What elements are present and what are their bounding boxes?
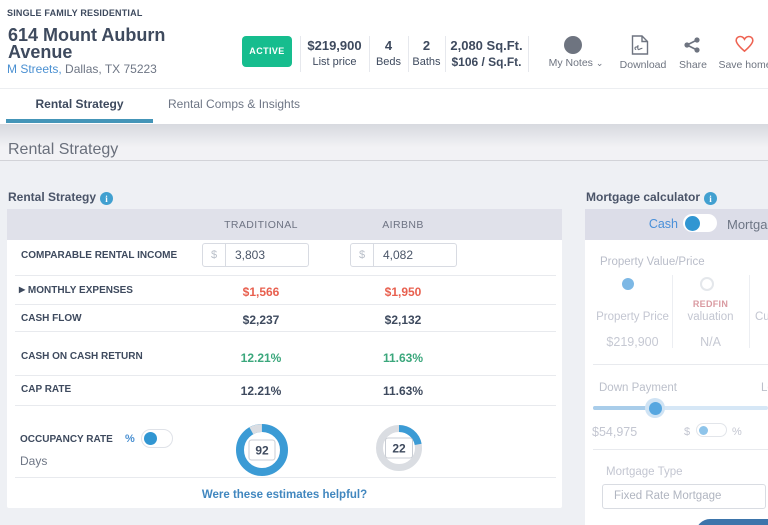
svg-text:92: 92 [255, 444, 269, 458]
svg-text:i: i [105, 194, 108, 204]
svg-text:i: i [709, 194, 712, 204]
svg-text:22: 22 [392, 442, 406, 456]
